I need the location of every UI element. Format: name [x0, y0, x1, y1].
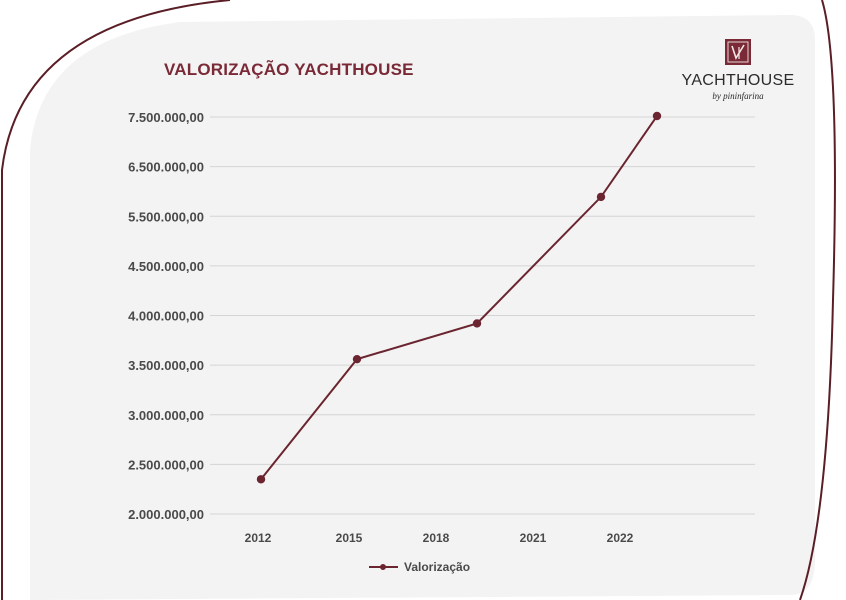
y-tick-label: 6.500.000,00: [128, 160, 204, 175]
frame-curve-right: [799, 0, 836, 600]
legend-marker: [380, 564, 386, 570]
data-point: [596, 192, 606, 202]
data-point: [256, 475, 266, 484]
y-tick-label: 3.500.000,00: [128, 358, 204, 373]
y-tick-label: 3.000.000,00: [128, 408, 204, 423]
chart-gridlines: [210, 116, 755, 515]
data-point: [352, 354, 362, 364]
x-tick-label: 2022: [607, 531, 634, 545]
y-tick-label: 5.500.000,00: [128, 209, 204, 224]
y-tick-label: 4.500.000,00: [128, 259, 204, 274]
x-axis-ticks: 2012 2015 2018 2021 2022: [245, 531, 634, 545]
yachthouse-monogram-icon: [725, 39, 751, 65]
data-point: [472, 319, 482, 328]
brand-name: YACHTHOUSE: [681, 72, 795, 89]
legend-label: Valorização: [404, 560, 470, 574]
chart-title: VALORIZAÇÃO YACHTHOUSE: [164, 60, 414, 79]
series-line-valorizacao: [260, 115, 658, 480]
chart-legend: Valorização: [369, 560, 470, 574]
x-tick-label: 2015: [336, 531, 363, 545]
x-tick-label: 2018: [423, 531, 450, 545]
panel-background: [30, 15, 815, 600]
brand-subtitle: by pininfarina: [712, 91, 764, 101]
y-tick-label: 4.000.000,00: [128, 309, 204, 324]
data-point: [652, 111, 662, 121]
y-tick-label: 2.500.000,00: [128, 457, 204, 472]
series-points: [256, 111, 662, 484]
frame-curve-left: [1, 0, 231, 600]
y-tick-label: 7.500.000,00: [128, 110, 204, 125]
y-axis-ticks: 2.000.000,00 2.500.000,00 3.000.000,00 3.50…: [128, 110, 204, 522]
x-tick-label: 2021: [520, 531, 547, 545]
y-tick-label: 2.000.000,00: [128, 507, 204, 522]
brand-logo: YACHTHOUSE by pininfarina: [676, 38, 800, 101]
x-tick-label: 2012: [245, 531, 272, 545]
